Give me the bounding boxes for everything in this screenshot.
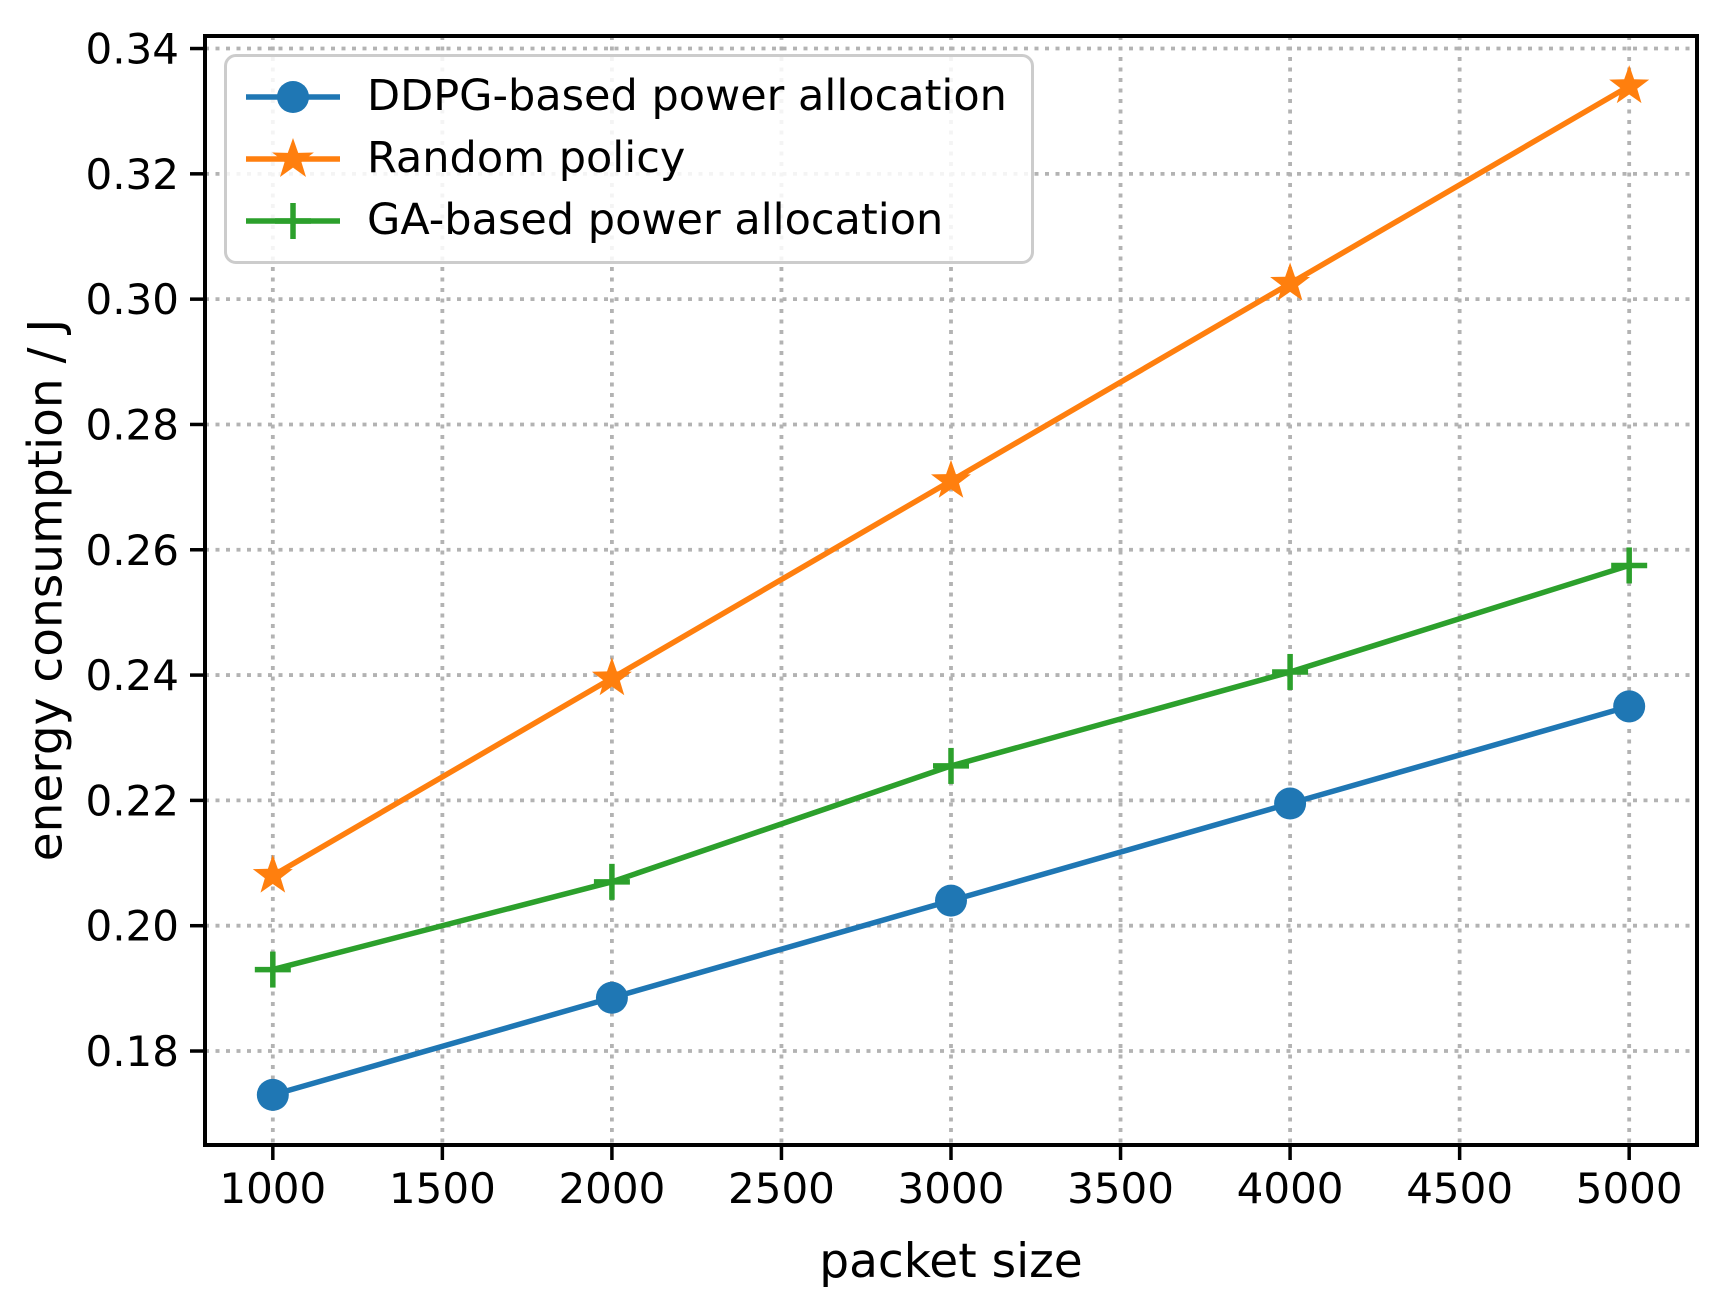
x-tick-label: 1500 xyxy=(389,1164,496,1213)
legend-label: GA-based power allocation xyxy=(367,195,944,246)
y-tick-label: 0.22 xyxy=(85,776,179,825)
x-tick-label: 2000 xyxy=(558,1164,665,1213)
x-tick-label: 2500 xyxy=(728,1164,835,1213)
y-tick-label: 0.28 xyxy=(85,400,179,449)
x-tick-label: 3500 xyxy=(1067,1164,1174,1213)
legend-item-random: Random policy xyxy=(243,133,1007,185)
data-point-circle xyxy=(595,981,628,1014)
x-tick-label: 5000 xyxy=(1576,1164,1683,1213)
data-point-circle xyxy=(935,884,967,917)
legend-sample-ddpg xyxy=(246,81,340,113)
data-point-circle xyxy=(1613,690,1646,723)
circle-marker-icon xyxy=(277,81,309,113)
y-tick-label: 0.30 xyxy=(85,275,179,324)
data-point-circle xyxy=(1274,787,1307,820)
legend-item-ddpg: DDPG-based power allocation xyxy=(243,71,1007,123)
y-tick-label: 0.26 xyxy=(85,526,179,575)
legend-box: DDPG-based power allocation Random polic… xyxy=(224,54,1034,264)
legend-sample-random xyxy=(246,138,340,177)
data-point-star xyxy=(931,459,971,498)
legend-sample-ga xyxy=(246,203,340,239)
x-tick-label: 4500 xyxy=(1406,1164,1513,1213)
y-tick-label: 0.18 xyxy=(85,1027,179,1076)
data-point-star xyxy=(1609,65,1650,104)
y-tick-label: 0.34 xyxy=(85,25,179,74)
x-tick-label: 1000 xyxy=(219,1164,326,1213)
data-point-circle xyxy=(256,1078,289,1111)
data-point-star xyxy=(252,854,293,893)
y-tick-label: 0.32 xyxy=(85,150,179,199)
data-point-star xyxy=(1270,262,1311,301)
y-tick-label: 0.20 xyxy=(85,902,179,951)
legend-label: DDPG-based power allocation xyxy=(367,71,1007,122)
star-marker-icon xyxy=(272,138,314,177)
legend-item-ga: GA-based power allocation xyxy=(243,195,1007,247)
y-tick-label: 0.24 xyxy=(85,651,179,700)
x-tick-label: 3000 xyxy=(898,1164,1005,1213)
y-axis-title: energy consumption / J xyxy=(18,318,74,862)
data-point-star xyxy=(591,657,632,696)
x-tick-label: 4000 xyxy=(1237,1164,1344,1213)
plus-marker-icon xyxy=(275,203,311,239)
legend-label: Random policy xyxy=(367,133,686,184)
x-axis-title: packet size xyxy=(819,1234,1083,1289)
